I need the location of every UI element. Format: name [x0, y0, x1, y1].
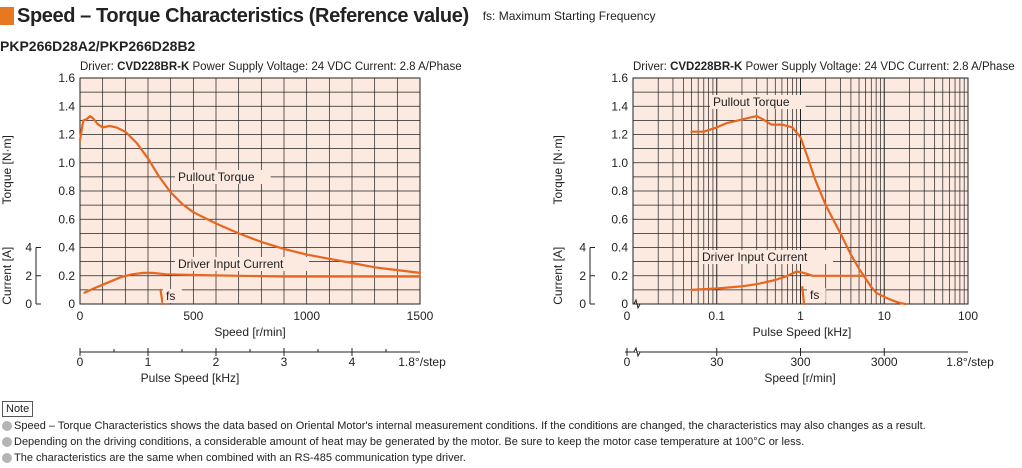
note-text: The characteristics are the same when co…	[14, 452, 466, 464]
x2-tick-label: 3	[281, 355, 288, 369]
x-axis-label: Pulse Speed [kHz]	[753, 325, 852, 339]
axis-break-icon	[633, 346, 641, 358]
header-square-icon	[0, 7, 14, 25]
series-pullout-torque	[78, 114, 422, 274]
bullet-icon	[2, 437, 12, 447]
y-tick-label: 1.4	[58, 99, 75, 113]
x-tick-label: 0	[77, 309, 84, 323]
x2-tick-label: 0	[77, 355, 84, 369]
x2-tick-label: 1	[145, 355, 152, 369]
note-label: Note	[2, 401, 34, 417]
note-item: The characteristics are the same when co…	[2, 450, 926, 466]
series-label-bg	[163, 289, 182, 303]
series-driver-input-current	[690, 270, 867, 291]
y-tick-label: 0.4	[611, 241, 628, 255]
y2-tick-label: 2	[579, 269, 586, 283]
series-label: fs	[810, 288, 819, 302]
section-subtitle: fs: Maximum Starting Frequency	[482, 9, 656, 23]
x2-tick-label: 0	[624, 355, 631, 369]
series-label-bg	[175, 257, 309, 271]
series-fs	[801, 286, 806, 306]
note-list: Speed – Torque Characteristics shows the…	[2, 418, 926, 466]
x2-tick-label: 30	[710, 355, 724, 369]
driver-conditions: Driver: CVD228BR-K Power Supply Voltage:…	[80, 61, 462, 73]
x2-axis-label: Speed [r/min]	[764, 371, 835, 385]
y-tick-label: 0	[68, 297, 75, 311]
speed-torque-chart-right: Driver: CVD228BR-K Power Supply Voltage:…	[551, 61, 1015, 385]
y-tick-label: 0.2	[611, 269, 628, 283]
y-axis-label: Torque [N·m]	[551, 135, 565, 204]
y-tick-label: 0.6	[58, 212, 75, 226]
series-label: Pullout Torque	[713, 95, 790, 109]
step-angle-label: 1.8°/step	[946, 355, 994, 369]
x2-tick-label: 4	[349, 355, 356, 369]
y-tick-label: 1.2	[58, 128, 75, 142]
x-tick-label: 1000	[293, 309, 320, 323]
x2-tick-label: 2	[213, 355, 220, 369]
series-label-bg	[807, 288, 826, 302]
bullet-icon	[2, 421, 12, 431]
series-fs	[159, 288, 164, 306]
series-label: Pullout Torque	[178, 170, 255, 184]
x-tick-label: 500	[183, 309, 203, 323]
y2-tick-label: 2	[25, 269, 32, 283]
x2-axis-label: Pulse Speed [kHz]	[141, 371, 240, 385]
x2-tick-label: 3000	[871, 355, 898, 369]
y-tick-label: 0	[621, 297, 628, 311]
note-item: Speed – Torque Characteristics shows the…	[2, 418, 926, 434]
x2-tick-label: 300	[790, 355, 810, 369]
plot-frame	[79, 77, 421, 305]
y2-axis-label: Current [A]	[0, 247, 14, 305]
speed-torque-chart-left: Driver: CVD228BR-K Power Supply Voltage:…	[0, 61, 462, 385]
y2-axis-label: Current [A]	[551, 247, 565, 305]
y2-tick-label: 0	[25, 297, 32, 311]
y-tick-label: 1.6	[58, 71, 75, 85]
y-axis-label: Torque [N·m]	[0, 135, 14, 204]
step-angle-label: 1.8°/step	[398, 355, 446, 369]
x-tick-label: 10	[878, 309, 892, 323]
x-tick-label: 0	[624, 309, 631, 323]
y2-tick-label: 0	[579, 297, 586, 311]
series-label-bg	[710, 95, 806, 109]
section-header: Speed – Torque Characteristics (Referenc…	[0, 4, 655, 28]
series-label-bg	[699, 250, 833, 264]
x-axis-label: Speed [r/min]	[214, 325, 285, 339]
x-tick-label: 100	[958, 309, 978, 323]
series-label: Driver Input Current	[702, 250, 808, 264]
series-label: Driver Input Current	[178, 257, 284, 271]
y-tick-label: 1.0	[58, 156, 75, 170]
note-text: Depending on the driving conditions, a c…	[14, 436, 805, 448]
x-tick-label: 0.1	[708, 309, 725, 323]
y2-tick-label: 4	[25, 241, 32, 255]
y-tick-label: 0.4	[58, 241, 75, 255]
model-name: PKP266D28A2/PKP266D28B2	[0, 38, 196, 54]
bullet-icon	[2, 453, 12, 463]
y-tick-label: 1.6	[611, 71, 628, 85]
series-pullout-torque	[690, 114, 907, 306]
x-tick-label: 1500	[407, 309, 434, 323]
x-tick-label: 1	[797, 309, 804, 323]
y-tick-label: 0.8	[58, 184, 75, 198]
y-tick-label: 1.2	[611, 128, 628, 142]
y2-tick-label: 4	[579, 241, 586, 255]
y-tick-label: 1.0	[611, 156, 628, 170]
note-item: Depending on the driving conditions, a c…	[2, 434, 926, 450]
plot-frame	[632, 77, 969, 305]
axis-break-icon	[633, 298, 641, 310]
y-tick-label: 0.8	[611, 184, 628, 198]
series-label: fs	[166, 289, 175, 303]
y-tick-label: 0.2	[58, 269, 75, 283]
note-text: Speed – Torque Characteristics shows the…	[14, 420, 926, 432]
series-label-bg	[175, 170, 271, 184]
series-driver-input-current	[83, 271, 422, 294]
driver-conditions: Driver: CVD228BR-K Power Supply Voltage:…	[633, 61, 1015, 73]
y-tick-label: 0.6	[611, 212, 628, 226]
y-tick-label: 1.4	[611, 99, 628, 113]
section-title: Speed – Torque Characteristics (Referenc…	[17, 4, 469, 27]
